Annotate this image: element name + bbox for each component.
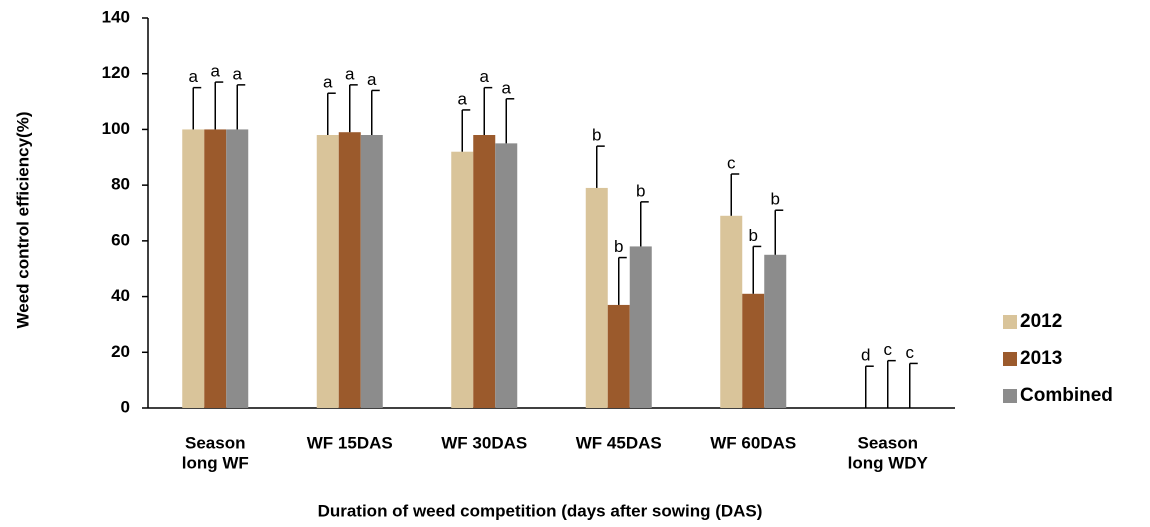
bar <box>607 304 630 408</box>
y-tick-label: 0 <box>121 397 130 416</box>
significance-letter: a <box>233 64 243 83</box>
y-tick-label: 20 <box>111 342 130 361</box>
significance-letter: b <box>592 126 601 145</box>
x-tick-label: WF 60DAS <box>710 433 796 452</box>
significance-letter: b <box>749 226 758 245</box>
bar <box>764 254 787 408</box>
significance-letter: a <box>367 70 377 89</box>
y-tick-label: 40 <box>111 286 130 305</box>
significance-letter: a <box>323 73 333 92</box>
x-tick-label: WF 45DAS <box>576 433 662 452</box>
y-tick-label: 60 <box>111 230 130 249</box>
bar <box>360 135 383 408</box>
significance-letter: c <box>884 340 893 359</box>
bar <box>742 293 765 408</box>
y-tick-label: 100 <box>102 119 130 138</box>
legend-swatch <box>1003 389 1017 403</box>
bar <box>473 135 496 408</box>
x-axis-title: Duration of weed competition (days after… <box>318 501 763 520</box>
bar <box>316 135 339 408</box>
bar <box>338 132 361 408</box>
significance-letter: a <box>502 78 512 97</box>
significance-letter: a <box>211 62 221 81</box>
bar <box>204 129 227 408</box>
y-tick-label: 140 <box>102 7 130 26</box>
legend-label: 2012 <box>1020 311 1062 332</box>
significance-letter: c <box>727 153 736 172</box>
x-tick-label: long WDY <box>848 453 929 472</box>
bar <box>585 187 608 408</box>
significance-letter: a <box>480 67 490 86</box>
significance-letter: a <box>458 89 468 108</box>
significance-letter: c <box>906 343 915 362</box>
y-tick-label: 120 <box>102 63 130 82</box>
legend-label: 2013 <box>1020 348 1062 369</box>
x-tick-label: long WF <box>182 453 249 472</box>
y-axis-title: Weed control efficiency(%) <box>13 112 32 329</box>
significance-letter: b <box>614 237 623 256</box>
significance-letter: b <box>636 181 645 200</box>
x-tick-label: WF 15DAS <box>307 433 393 452</box>
significance-letter: a <box>345 64 355 83</box>
significance-letter: b <box>771 190 780 209</box>
x-tick-label: Season <box>858 433 918 452</box>
bar <box>451 151 474 408</box>
bar <box>629 246 652 408</box>
legend-label: Combined <box>1020 385 1113 406</box>
bar <box>495 143 518 408</box>
x-tick-label: Season <box>185 433 245 452</box>
bar <box>720 215 743 408</box>
legend-swatch <box>1003 352 1017 366</box>
bar <box>182 129 205 408</box>
significance-letter: a <box>189 67 199 86</box>
bar <box>226 129 249 408</box>
legend-swatch <box>1003 315 1017 329</box>
significance-letter: d <box>861 346 870 365</box>
y-tick-label: 80 <box>111 175 130 194</box>
x-tick-label: WF 30DAS <box>441 433 527 452</box>
